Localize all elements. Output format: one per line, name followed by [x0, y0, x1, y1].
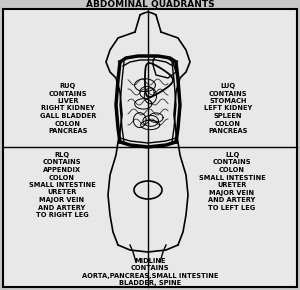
Text: LUQ
CONTAINS
STOMACH
LEFT KIDNEY
SPLEEN
COLON
PANCREAS: LUQ CONTAINS STOMACH LEFT KIDNEY SPLEEN … — [204, 83, 252, 134]
Text: MIDLINE
CONTAINS
AORTA,PANCREAS,SMALL INTESTINE
BLADDER, SPINE: MIDLINE CONTAINS AORTA,PANCREAS,SMALL IN… — [82, 258, 218, 287]
Text: LLQ
CONTAINS
COLON
SMALL INTESTINE
URETER
MAJOR VEIN
AND ARTERY
TO LEFT LEG: LLQ CONTAINS COLON SMALL INTESTINE URETE… — [199, 152, 266, 211]
Text: RLQ
CONTAINS
APPENDIX
COLON
SMALL INTESTINE
URETER
MAJOR VEIN
AND ARTERY
TO RIGH: RLQ CONTAINS APPENDIX COLON SMALL INTEST… — [28, 152, 95, 218]
Text: ABDOMINAL QUADRANTS: ABDOMINAL QUADRANTS — [86, 0, 214, 8]
Text: RUQ
CONTAINS
LIVER
RIGHT KIDNEY
GALL BLADDER
COLON
PANCREAS: RUQ CONTAINS LIVER RIGHT KIDNEY GALL BLA… — [40, 83, 96, 134]
